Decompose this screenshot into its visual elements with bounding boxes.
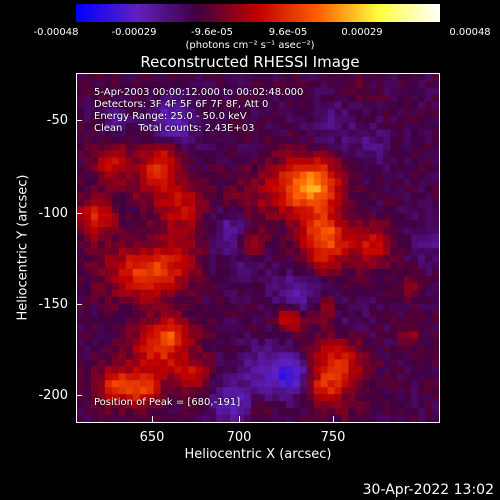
image-plot-area: 5-Apr-2003 00:00:12.000 to 00:02:48.000 …: [76, 73, 440, 423]
colorbar-units: (photons cm⁻² s⁻¹ asec⁻²): [185, 40, 315, 51]
peak-position-text: Position of Peak = [680,-191]: [94, 397, 241, 408]
colorbar-tick: -0.00029: [111, 27, 157, 38]
y-tick-mark: [76, 395, 82, 396]
clean-total-counts-text: Clean Total counts: 2.43E+03: [94, 123, 255, 134]
energy-range-text: Energy Range: 25.0 - 50.0 keV: [94, 111, 247, 122]
rhessi-image: [77, 74, 439, 422]
y-tick-label: -100: [38, 206, 68, 221]
plot-timestamp: 30-Apr-2022 13:02: [362, 482, 494, 498]
x-tick-label: 750: [320, 430, 346, 445]
y-tick-mark: [76, 213, 82, 214]
colorbar-tick: -0.00048: [33, 27, 79, 38]
y-tick-label: -50: [46, 113, 68, 128]
x-tick-mark: [333, 416, 334, 422]
x-axis-label: Heliocentric X (arcsec): [184, 447, 332, 462]
x-tick-mark: [239, 416, 240, 422]
colorbar-tick: 9.6e-05: [268, 27, 308, 38]
x-tick-label: 650: [139, 430, 165, 445]
x-tick-label: 700: [226, 430, 252, 445]
y-tick-label: -150: [38, 297, 68, 312]
y-axis-label: Heliocentric Y (arcsec): [15, 174, 31, 321]
y-tick-mark: [76, 304, 82, 305]
x-tick-mark: [152, 416, 153, 422]
colorbar-tick: 0.00048: [449, 27, 491, 38]
colorbar: [76, 4, 440, 22]
detectors-text: Detectors: 3F 4F 5F 6F 7F 8F, Att 0: [94, 99, 269, 110]
y-tick-mark: [76, 120, 82, 121]
colorbar-tick: 0.00029: [341, 27, 383, 38]
time-range-text: 5-Apr-2003 00:00:12.000 to 00:02:48.000: [94, 87, 304, 98]
y-tick-label: -200: [38, 388, 68, 403]
colorbar-tick: -9.6e-05: [191, 27, 233, 38]
plot-title: Reconstructed RHESSI Image: [140, 53, 360, 71]
